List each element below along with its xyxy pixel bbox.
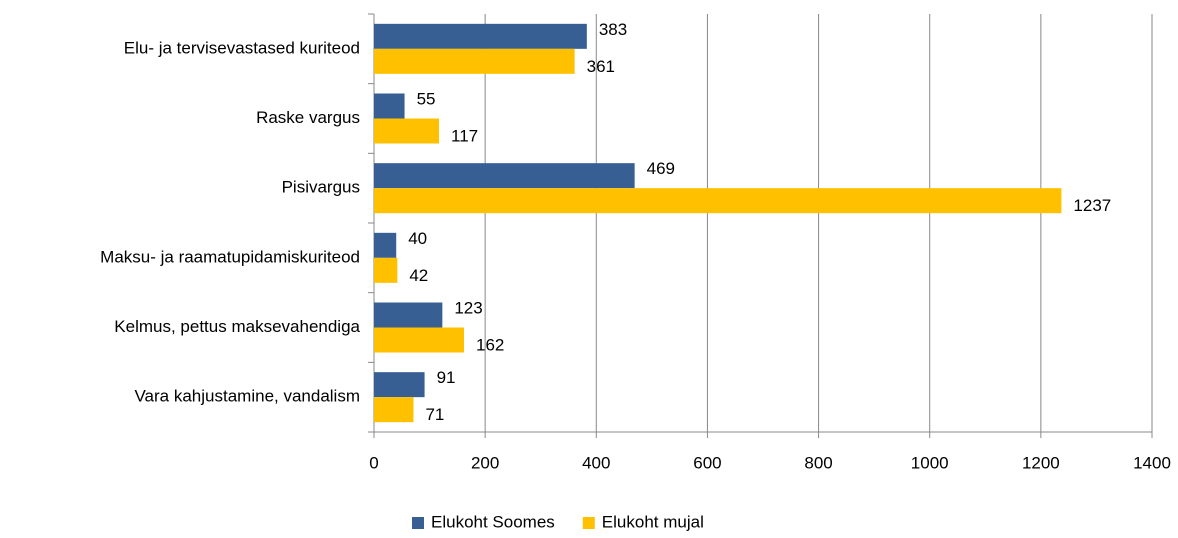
value-label: 42 xyxy=(409,266,428,285)
y-tick-label: Kelmus, pettus maksevahendiga xyxy=(114,317,360,336)
value-label: 40 xyxy=(408,229,427,248)
x-tick-label: 200 xyxy=(471,453,499,472)
x-tick-label: 800 xyxy=(804,453,832,472)
bar xyxy=(374,397,414,423)
bar xyxy=(374,327,465,353)
x-tick-label: 400 xyxy=(582,453,610,472)
legend-label: Elukoht mujal xyxy=(602,512,704,531)
value-label: 117 xyxy=(451,126,478,145)
value-label: 162 xyxy=(476,335,504,354)
y-tick-label: Raske vargus xyxy=(256,108,360,127)
value-label: 91 xyxy=(437,368,456,387)
bar xyxy=(374,163,635,189)
legend-swatch xyxy=(412,517,424,529)
bar xyxy=(374,302,443,328)
x-tick-label: 1400 xyxy=(1133,453,1171,472)
value-label: 383 xyxy=(599,20,627,39)
bar xyxy=(374,188,1062,214)
bar xyxy=(374,93,405,119)
value-label: 71 xyxy=(425,405,444,424)
y-tick-label: Vara kahjustamine, vandalism xyxy=(134,387,360,406)
bar xyxy=(374,118,440,144)
bar xyxy=(374,372,425,398)
x-tick-label: 1000 xyxy=(911,453,949,472)
bar xyxy=(374,232,397,258)
value-label: 123 xyxy=(454,298,482,317)
value-label: 361 xyxy=(587,57,615,76)
x-tick-label: 0 xyxy=(369,453,378,472)
y-tick-label: Maksu- ja raamatupidamiskuriteod xyxy=(100,247,360,266)
legend-label: Elukoht Soomes xyxy=(431,512,555,531)
value-label: 55 xyxy=(417,89,436,108)
legend-swatch xyxy=(582,517,595,529)
x-tick-label: 600 xyxy=(693,453,721,472)
y-tick-label: Pisivargus xyxy=(282,178,360,197)
value-label: 1237 xyxy=(1073,196,1111,215)
value-label: 469 xyxy=(647,159,675,178)
bar xyxy=(374,23,587,49)
x-tick-label: 1200 xyxy=(1022,453,1060,472)
bar xyxy=(374,48,575,74)
bar xyxy=(374,257,398,283)
y-tick-label: Elu- ja tervisevastased kuriteod xyxy=(124,38,360,57)
